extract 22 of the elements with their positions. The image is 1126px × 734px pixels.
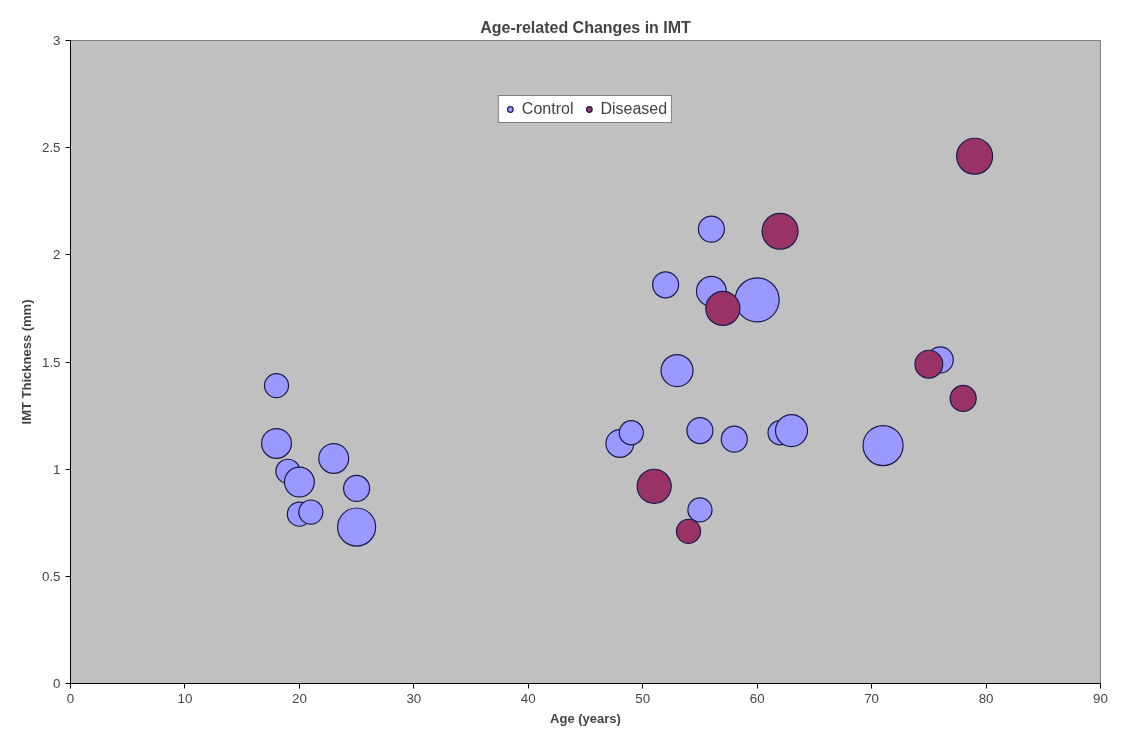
legend-label: Control: [521, 100, 574, 118]
y-tick-label: 1: [53, 461, 61, 477]
chart-title: Age-related Changes in IMT: [480, 18, 692, 36]
x-tick-label: 30: [406, 690, 422, 706]
y-tick-label: 2: [53, 247, 61, 263]
y-tick-label: 2.5: [41, 140, 61, 156]
legend-label: Diseased: [600, 100, 668, 118]
x-tick-label: 40: [520, 690, 536, 706]
y-axis-title: IMT Thickness (mm): [18, 299, 34, 425]
y-tick-label: 3: [53, 33, 61, 48]
x-tick-label: 80: [978, 690, 994, 706]
y-tick-label: 1.5: [41, 354, 61, 370]
x-tick-label: 50: [635, 690, 651, 706]
y-tick-label: 0: [53, 676, 61, 691]
x-tick-label: 70: [864, 690, 880, 706]
y-tick-label: 0.5: [41, 568, 61, 584]
x-tick-label: 0: [66, 690, 75, 706]
x-tick-label: 60: [749, 690, 765, 706]
x-tick-label: 10: [177, 690, 193, 706]
x-axis-title: Age (years): [550, 710, 621, 726]
x-tick-label: 90: [1093, 690, 1108, 706]
x-tick-label: 20: [291, 690, 307, 706]
